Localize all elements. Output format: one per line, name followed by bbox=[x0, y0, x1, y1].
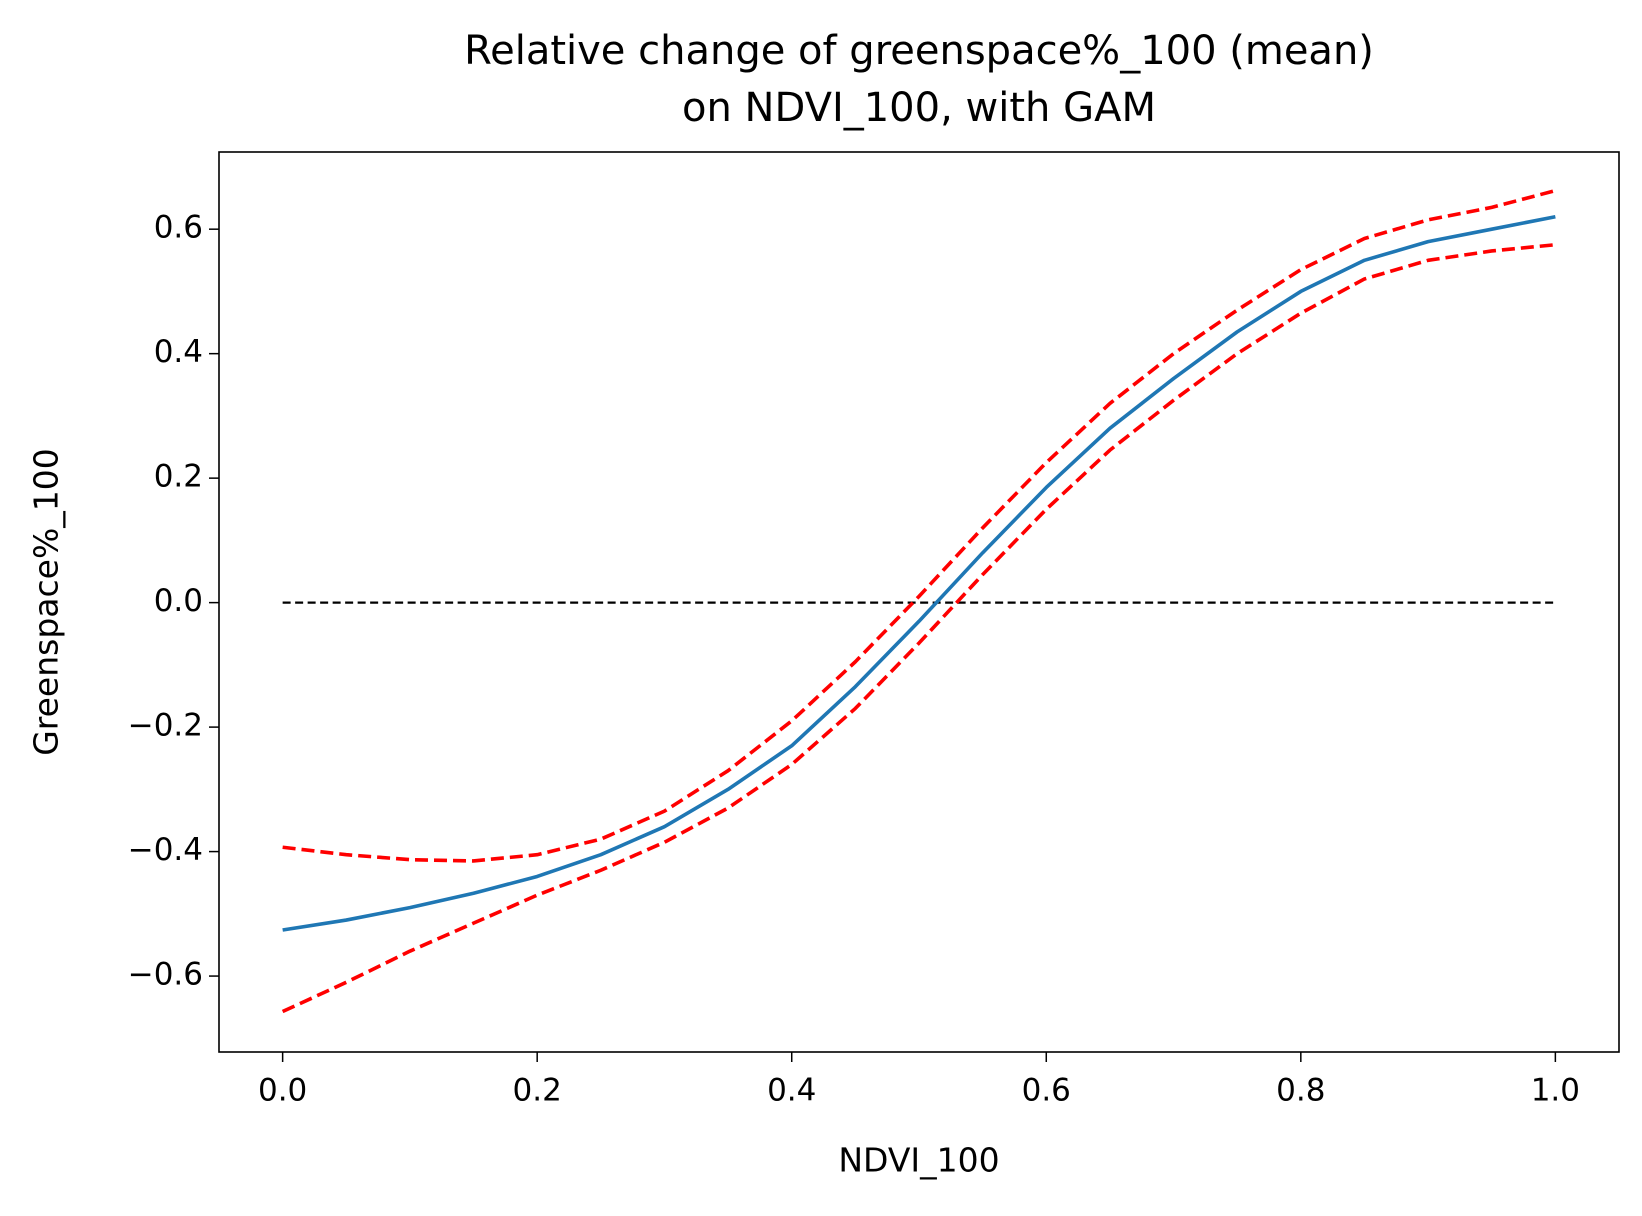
chart-title: Relative change of greenspace%_100 (mean… bbox=[464, 28, 1374, 74]
series-line bbox=[282, 188, 1556, 863]
x-tick-label: 0.2 bbox=[513, 1073, 562, 1109]
x-tick-label: 0.0 bbox=[258, 1073, 307, 1109]
x-axis-label: NDVI_100 bbox=[838, 1141, 999, 1180]
series-line bbox=[281, 242, 1556, 1014]
series-line bbox=[282, 214, 1556, 932]
y-tick-label: 0.4 bbox=[154, 334, 203, 370]
y-tick-label: 0.2 bbox=[154, 459, 203, 495]
y-axis-label: Greenspace%_100 bbox=[27, 448, 66, 756]
x-tick-label: 0.6 bbox=[1022, 1073, 1071, 1109]
y-tick-label: 0.6 bbox=[154, 210, 203, 246]
y-tick-label: −0.2 bbox=[128, 708, 203, 744]
y-tick-label: −0.6 bbox=[128, 957, 203, 993]
x-tick-label: 0.4 bbox=[767, 1073, 816, 1109]
y-tick-label: −0.4 bbox=[128, 832, 203, 868]
x-tick-label: 1.0 bbox=[1531, 1073, 1580, 1109]
y-tick-label: 0.0 bbox=[154, 583, 203, 619]
x-tick-label: 0.8 bbox=[1276, 1073, 1325, 1109]
plot-frame bbox=[218, 151, 1620, 1053]
chart-title: on NDVI_100, with GAM bbox=[682, 85, 1156, 131]
